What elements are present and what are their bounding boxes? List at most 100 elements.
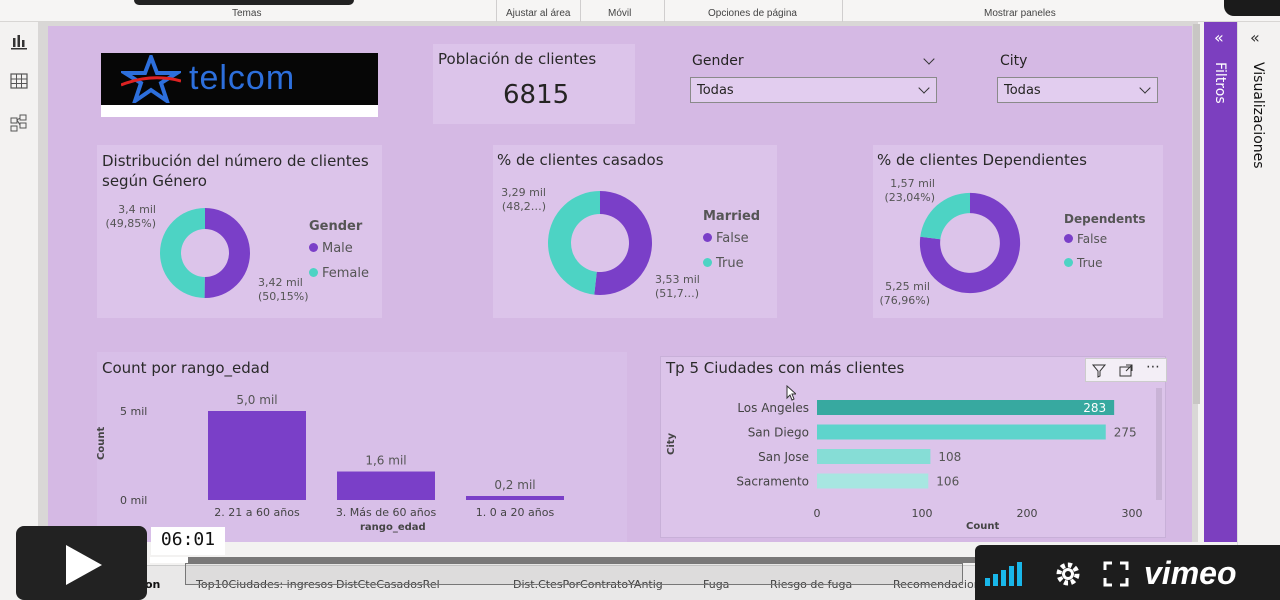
volume-icon[interactable] — [985, 560, 1031, 586]
kpi-card[interactable] — [433, 44, 635, 124]
age-chart-tile[interactable] — [97, 352, 627, 542]
label-pct: (23,04%) — [884, 191, 935, 204]
filter-icon[interactable] — [1091, 363, 1107, 379]
city-slicer-label: City — [1000, 53, 1028, 69]
fullscreen-icon[interactable] — [1103, 561, 1129, 587]
legend-item-false[interactable]: False — [1064, 232, 1107, 246]
legend-item-female[interactable]: Female — [309, 266, 369, 281]
more-options-icon[interactable]: ⋯ — [1146, 359, 1160, 375]
city-slicer-dropdown[interactable]: Todas — [997, 77, 1158, 103]
label-value: 3,4 mil — [118, 203, 156, 216]
gender-label-female: 3,4 mil (49,85%) — [104, 203, 156, 231]
report-view-icon[interactable] — [10, 32, 28, 50]
age-bar-chart[interactable]: 5,0 mil 2. 21 a 60 años 1,6 mil 3. Más de 6… — [190, 385, 590, 530]
logo-text: telcom — [189, 59, 296, 97]
ribbon-group-movil[interactable]: Móvil — [608, 8, 632, 19]
gender-slicer-value: Todas — [697, 83, 734, 98]
expand-icon[interactable]: « — [1250, 28, 1260, 47]
y-tick-label: San Jose — [758, 450, 809, 464]
dependents-label-true: 1,57 mil (23,04%) — [880, 177, 935, 205]
donut-slice-male — [204, 208, 250, 298]
left-nav — [0, 22, 38, 542]
canvas-scrollbar[interactable] — [1193, 24, 1200, 404]
play-button[interactable] — [16, 526, 147, 600]
city-chart-tile[interactable] — [660, 356, 1166, 538]
legend-label: Male — [322, 241, 353, 256]
x-tick-label: 0 — [814, 507, 821, 517]
legend-item-male[interactable]: Male — [309, 241, 353, 256]
legend-label: False — [1077, 232, 1108, 246]
label-value: 5,25 mil — [885, 280, 930, 293]
ribbon-group-temas[interactable]: Temas — [232, 8, 262, 19]
data-label: 283 — [1083, 401, 1106, 415]
bar[interactable] — [466, 496, 564, 500]
donut-slice-true — [548, 191, 600, 295]
x-tick-label: 200 — [1017, 507, 1038, 517]
data-label: 275 — [1114, 426, 1137, 440]
data-view-icon[interactable] — [10, 72, 28, 90]
legend-item-false[interactable]: False — [703, 231, 749, 246]
y-axis-title: Count — [96, 426, 107, 460]
married-label-true: 3,29 mil (48,2…) — [496, 186, 546, 214]
y-tick-label: Sacramento — [736, 475, 809, 489]
bar[interactable] — [817, 449, 931, 464]
dependents-label-false: 5,25 mil (76,96%) — [875, 280, 930, 308]
collapse-icon[interactable]: « — [1214, 28, 1224, 47]
progress-fill — [150, 557, 188, 563]
bar[interactable] — [817, 473, 929, 489]
visualizations-pane[interactable]: « Visualizaciones — [1237, 22, 1280, 600]
visualizations-pane-title[interactable]: Visualizaciones — [1250, 62, 1266, 169]
model-view-icon[interactable] — [10, 114, 28, 132]
legend-dot — [309, 243, 318, 252]
time-tooltip: 06:01 — [151, 527, 225, 555]
vimeo-logo[interactable]: vimeo — [1144, 555, 1237, 591]
label-pct: (76,96%) — [879, 294, 930, 307]
married-donut-chart[interactable] — [545, 188, 655, 298]
star-logo-icon — [121, 55, 181, 103]
telcom-logo: telcom — [101, 53, 378, 117]
x-tick-label: 1. 0 a 20 años — [476, 506, 555, 519]
y-axis-title: City — [666, 432, 677, 455]
data-label: 1,6 mil — [365, 454, 406, 468]
gender-legend-title: Gender — [309, 219, 363, 234]
legend-dot — [309, 268, 318, 277]
scrollbar[interactable] — [1156, 388, 1162, 500]
bar[interactable] — [208, 411, 306, 500]
focus-mode-icon[interactable] — [1118, 363, 1134, 379]
legend-item-true[interactable]: True — [703, 256, 744, 271]
settings-gear-icon[interactable] — [1053, 559, 1083, 589]
bar[interactable] — [337, 471, 435, 500]
label-pct: (48,2…) — [501, 200, 546, 213]
ribbon-group-opciones[interactable]: Opciones de página — [708, 8, 797, 19]
label-value: 3,42 mil — [258, 276, 303, 289]
x-axis-title: Count — [966, 521, 1000, 532]
bar[interactable] — [817, 424, 1106, 440]
chevron-down-icon — [918, 82, 930, 94]
filters-pane[interactable]: « Filtros — [1204, 22, 1237, 542]
progress-bar[interactable] — [150, 557, 980, 563]
dependents-donut-chart[interactable] — [917, 190, 1023, 296]
x-tick-label: 300 — [1122, 507, 1143, 517]
ribbon-group-ajustar[interactable]: Ajustar al área — [506, 8, 571, 19]
data-label: 108 — [938, 450, 961, 464]
ribbon-separator — [580, 0, 581, 22]
bar[interactable] — [817, 400, 1115, 415]
filters-pane-title[interactable]: Filtros — [1212, 62, 1228, 104]
married-label-false: 3,53 mil (51,7…) — [655, 273, 700, 301]
data-label: 106 — [936, 475, 959, 489]
legend-label: False — [716, 231, 749, 246]
donut-slice-true — [920, 192, 970, 240]
ribbon-separator — [842, 0, 843, 22]
legend-dot — [703, 258, 712, 267]
city-slicer-value: Todas — [1004, 83, 1041, 98]
legend-item-true[interactable]: True — [1064, 256, 1103, 270]
donut-slice-false — [919, 192, 1021, 294]
player-controls — [975, 545, 1280, 600]
gender-donut-title: Distribución del número de clientes segú… — [102, 152, 369, 190]
gender-slicer-dropdown[interactable]: Todas — [690, 77, 937, 103]
dependents-donut-title: % de clientes Dependientes — [877, 151, 1087, 169]
data-label: 5,0 mil — [236, 393, 277, 407]
ribbon-group-paneles[interactable]: Mostrar paneles — [984, 8, 1056, 19]
city-bar-chart[interactable]: Los Angeles 283 San Diego 275 San Jose 108 Sac… — [690, 392, 1160, 517]
gender-donut-chart[interactable] — [150, 198, 260, 308]
